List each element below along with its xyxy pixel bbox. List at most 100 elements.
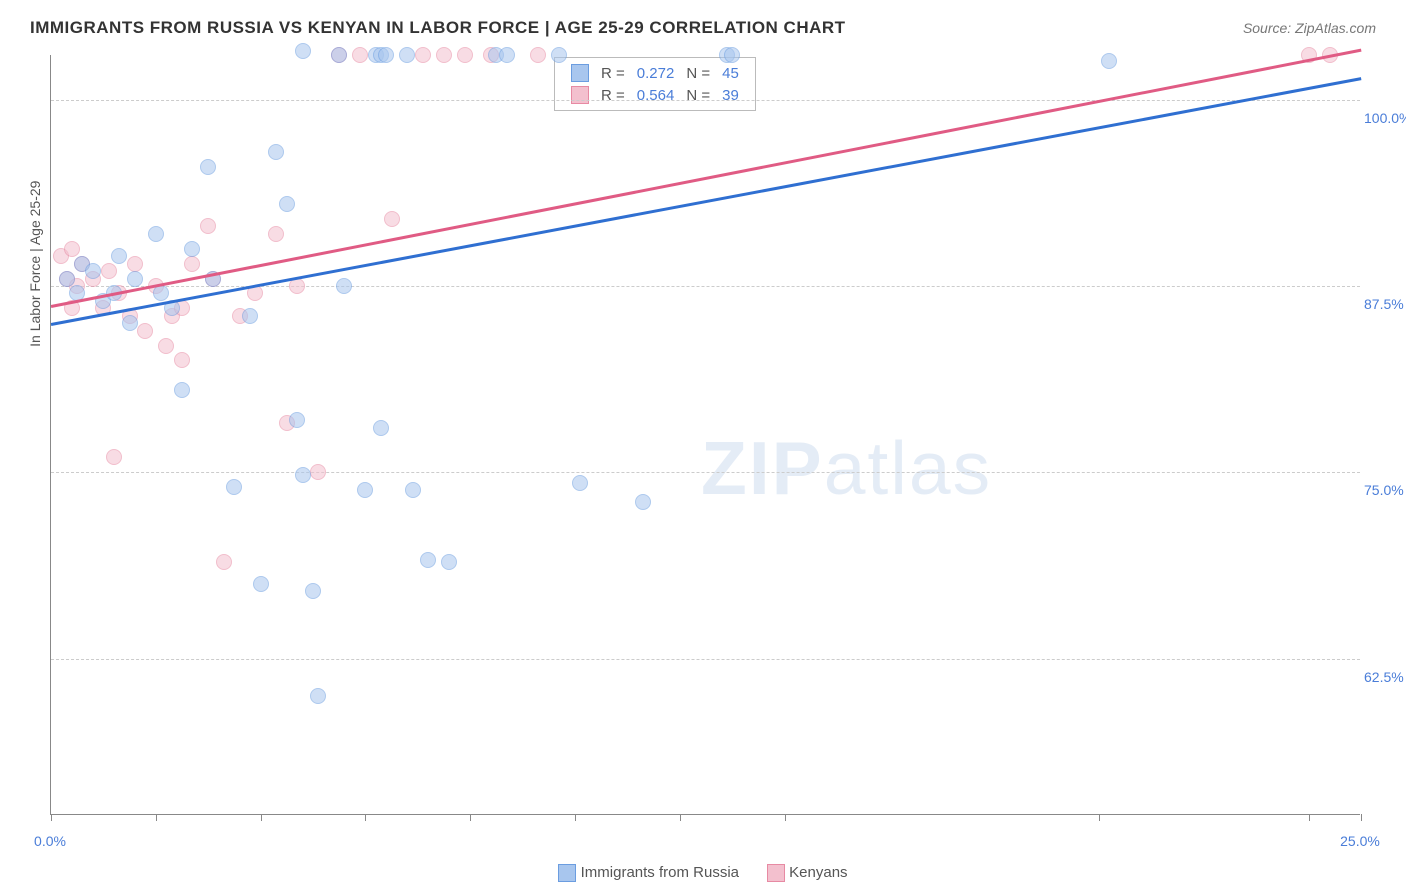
data-point — [384, 211, 400, 227]
data-point — [148, 226, 164, 242]
legend-item: Kenyans — [767, 864, 848, 881]
x-tick-label: 0.0% — [34, 833, 66, 849]
legend-n-label: N = — [680, 62, 716, 84]
data-point — [127, 271, 143, 287]
legend-swatch — [767, 864, 785, 882]
data-point — [420, 552, 436, 568]
data-point — [111, 248, 127, 264]
data-point — [174, 382, 190, 398]
watermark: ZIPatlas — [701, 425, 992, 511]
series-legend: Immigrants from Russia Kenyans — [0, 864, 1406, 882]
x-tick — [365, 814, 366, 821]
legend-swatch — [571, 86, 589, 104]
data-point — [137, 323, 153, 339]
data-point — [399, 47, 415, 63]
legend-swatch — [558, 864, 576, 882]
data-point — [64, 241, 80, 257]
x-tick — [51, 814, 52, 821]
legend-label: Immigrants from Russia — [581, 864, 739, 881]
x-tick — [1309, 814, 1310, 821]
x-tick — [785, 814, 786, 821]
data-point — [268, 144, 284, 160]
data-point — [331, 47, 347, 63]
legend-n-value: 45 — [716, 62, 745, 84]
data-point — [373, 420, 389, 436]
data-point — [499, 47, 515, 63]
legend-item: Immigrants from Russia — [558, 864, 739, 881]
source-label: Source: ZipAtlas.com — [1243, 20, 1376, 36]
data-point — [289, 278, 305, 294]
watermark-strong: ZIP — [701, 426, 824, 510]
data-point — [200, 159, 216, 175]
scatter-chart: ZIPatlas R =0.272N =45R =0.564N =39 62.5… — [50, 55, 1360, 815]
data-point — [457, 47, 473, 63]
data-point — [357, 482, 373, 498]
legend-n-label: N = — [680, 84, 716, 106]
data-point — [242, 308, 258, 324]
data-point — [101, 263, 117, 279]
data-point — [216, 554, 232, 570]
data-point — [551, 47, 567, 63]
x-tick — [156, 814, 157, 821]
data-point — [174, 352, 190, 368]
data-point — [279, 196, 295, 212]
data-point — [200, 218, 216, 234]
y-tick-label: 100.0% — [1364, 110, 1406, 126]
data-point — [59, 271, 75, 287]
data-point — [253, 576, 269, 592]
x-tick — [1361, 814, 1362, 821]
legend-row: R =0.564N =39 — [565, 84, 745, 106]
data-point — [724, 47, 740, 63]
data-point — [305, 583, 321, 599]
data-point — [310, 688, 326, 704]
data-point — [572, 475, 588, 491]
data-point — [153, 285, 169, 301]
trend-line — [51, 77, 1361, 325]
y-tick-label: 62.5% — [1364, 669, 1406, 685]
data-point — [268, 226, 284, 242]
data-point — [530, 47, 546, 63]
gridline — [51, 472, 1360, 473]
legend-label: Kenyans — [789, 864, 847, 881]
data-point — [1101, 53, 1117, 69]
data-point — [85, 263, 101, 279]
data-point — [295, 43, 311, 59]
legend-r-label: R = — [595, 62, 631, 84]
x-tick — [1099, 814, 1100, 821]
data-point — [184, 241, 200, 257]
data-point — [436, 47, 452, 63]
data-point — [310, 464, 326, 480]
data-point — [295, 467, 311, 483]
data-point — [352, 47, 368, 63]
data-point — [405, 482, 421, 498]
gridline — [51, 100, 1360, 101]
data-point — [336, 278, 352, 294]
x-tick-label: 25.0% — [1340, 833, 1380, 849]
data-point — [184, 256, 200, 272]
y-axis-label: In Labor Force | Age 25-29 — [27, 181, 43, 347]
gridline — [51, 659, 1360, 660]
legend-r-value: 0.564 — [631, 84, 681, 106]
data-point — [441, 554, 457, 570]
y-tick-label: 87.5% — [1364, 296, 1406, 312]
x-tick — [261, 814, 262, 821]
data-point — [378, 47, 394, 63]
correlation-legend: R =0.272N =45R =0.564N =39 — [554, 57, 756, 111]
x-tick — [680, 814, 681, 821]
page-title: IMMIGRANTS FROM RUSSIA VS KENYAN IN LABO… — [30, 18, 846, 38]
legend-r-value: 0.272 — [631, 62, 681, 84]
data-point — [158, 338, 174, 354]
data-point — [122, 315, 138, 331]
legend-n-value: 39 — [716, 84, 745, 106]
y-tick-label: 75.0% — [1364, 482, 1406, 498]
data-point — [415, 47, 431, 63]
x-tick — [575, 814, 576, 821]
x-tick — [470, 814, 471, 821]
data-point — [106, 449, 122, 465]
data-point — [635, 494, 651, 510]
legend-row: R =0.272N =45 — [565, 62, 745, 84]
data-point — [289, 412, 305, 428]
data-point — [127, 256, 143, 272]
data-point — [226, 479, 242, 495]
legend-swatch — [571, 64, 589, 82]
